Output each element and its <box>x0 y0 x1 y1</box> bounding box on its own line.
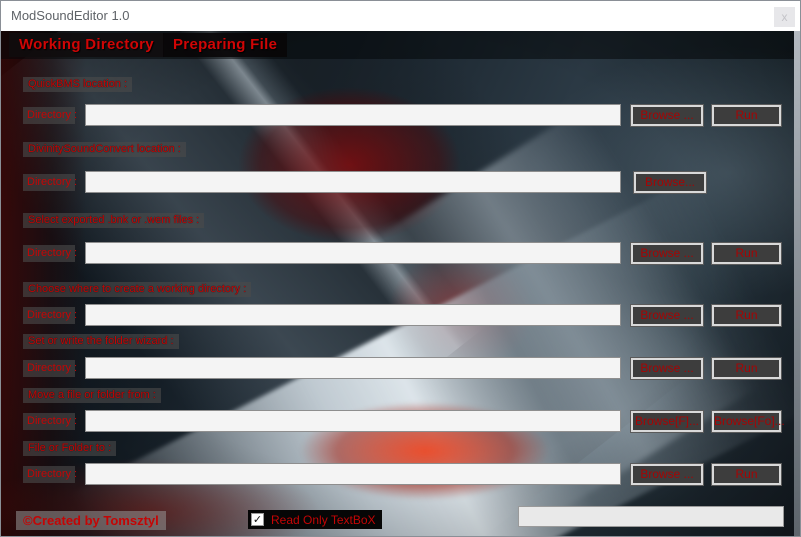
window-title: ModSoundEditor 1.0 <box>11 8 130 23</box>
directory-label: Directory : <box>23 359 77 377</box>
directory-input[interactable] <box>85 242 621 264</box>
run-button[interactable]: Run <box>712 104 781 126</box>
directory-input[interactable] <box>85 357 621 379</box>
tab-preparing-file[interactable]: Preparing File <box>163 33 288 57</box>
window-edge <box>794 31 800 536</box>
directory-input[interactable] <box>85 171 621 193</box>
close-icon[interactable]: x <box>774 7 795 27</box>
directory-label: Directory : <box>23 173 77 191</box>
directory-label: Directory : <box>23 106 77 124</box>
row-select-files: Directory : Browse ... Run <box>1 241 800 265</box>
run-button[interactable]: Run <box>712 463 781 485</box>
readonly-checkbox-group[interactable]: ✓ Read Only TextBoX <box>248 510 382 529</box>
title-bar: ModSoundEditor 1.0 x <box>1 1 800 31</box>
checkbox-check-icon[interactable]: ✓ <box>251 513 264 526</box>
directory-label: Directory : <box>23 465 77 483</box>
output-textbox[interactable] <box>518 506 784 527</box>
browse-button[interactable]: Browse ... <box>631 304 703 326</box>
browse-button[interactable]: Browse... <box>634 171 706 193</box>
browse-button[interactable]: Browse ... <box>631 463 703 485</box>
section-title-move-to: File or Folder to : <box>23 441 117 456</box>
directory-label: Directory : <box>23 306 77 324</box>
credit-label: ©Created by Tomsztyl <box>16 511 166 530</box>
run-button[interactable]: Run <box>712 242 781 264</box>
row-quickbms: Directory : Browse ... Run <box>1 103 800 127</box>
run-button[interactable]: Run <box>712 357 781 379</box>
directory-input[interactable] <box>85 463 621 485</box>
directory-input[interactable] <box>85 410 621 432</box>
directory-input[interactable] <box>85 304 621 326</box>
row-working-dir: Directory : Browse ... Run <box>1 303 800 327</box>
browse-folder-button[interactable]: Browse[Fo]... <box>712 410 785 432</box>
section-title-working-dir: Choose where to create a working directo… <box>23 282 252 297</box>
directory-label: Directory : <box>23 412 77 430</box>
run-button[interactable]: Run <box>712 304 781 326</box>
row-folder-wizard: Directory : Browse ... Run <box>1 356 800 380</box>
row-move-to: Directory : Browse ... Run <box>1 462 800 486</box>
section-title-folder-wizard: Set or write the folder wizard : <box>23 334 179 349</box>
browse-button[interactable]: Browse ... <box>631 104 703 126</box>
section-title-select-files: Select exported .bnk or .wem files : <box>23 213 205 228</box>
section-title-soundconvert: DivinitySoundConvert location : <box>23 142 186 157</box>
row-soundconvert: Directory : Browse... <box>1 170 800 194</box>
directory-input[interactable] <box>85 104 621 126</box>
tab-working-directory[interactable]: Working Directory <box>9 33 164 57</box>
section-title-quickbms: QuickBMS location : <box>23 77 133 92</box>
browse-button[interactable]: Browse ... <box>631 242 703 264</box>
directory-label: Directory : <box>23 244 77 262</box>
browse-button[interactable]: Browse ... <box>631 357 703 379</box>
browse-file-button[interactable]: Browse[F]... <box>631 410 703 432</box>
readonly-checkbox-label: Read Only TextBoX <box>271 512 376 527</box>
section-title-move-from: Move a file or folder from : <box>23 388 161 403</box>
row-move-from: Directory : Browse[F]... Browse[Fo]... <box>1 409 800 433</box>
